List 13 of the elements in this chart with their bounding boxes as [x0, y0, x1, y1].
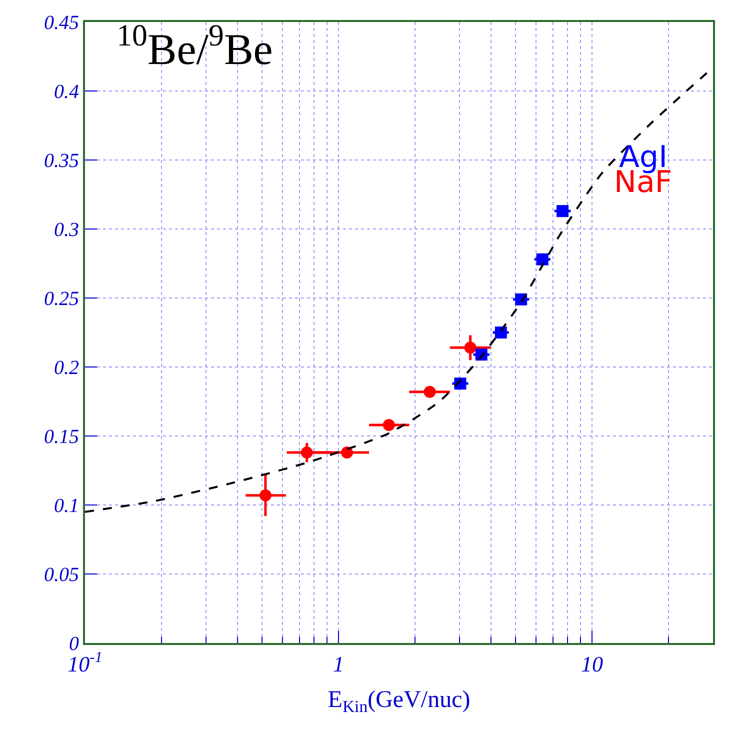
y-tick-label: 0.35: [44, 150, 79, 172]
y-tick-label: 0.05: [44, 564, 79, 586]
y-tick-label: 0.3: [54, 219, 79, 241]
x-tick-label: 1: [333, 651, 344, 676]
y-tick-label: 0.45: [44, 12, 79, 34]
y-tick-label: 0.25: [44, 288, 79, 310]
y-tick-label: 0.1: [54, 495, 79, 517]
y-tick-label: 0.15: [44, 426, 79, 448]
chart-title: $^{10}$Be/$^{9}$Be: [116, 18, 273, 74]
y-tick-label: 0.4: [54, 81, 79, 103]
y-tick-label: 0.2: [54, 357, 79, 379]
x-tick-label: 10: [581, 651, 604, 676]
x-axis-title: E$_{Kin}$(GeV/nuc): [328, 687, 470, 716]
